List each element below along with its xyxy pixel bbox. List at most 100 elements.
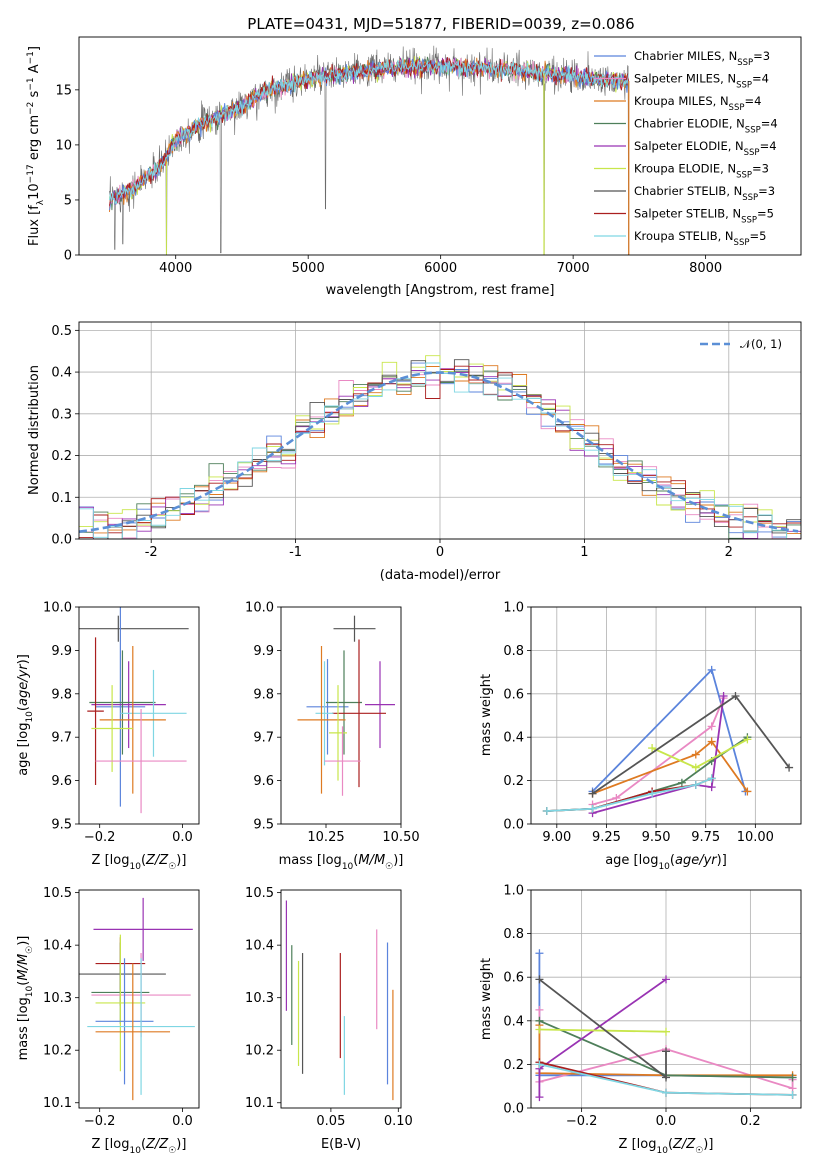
weight-marker — [731, 691, 740, 700]
y-tick-label: 10.1 — [43, 1096, 72, 1111]
age-z-x-label: Z [log10(Z/Z☉)] — [92, 853, 187, 872]
y-tick-label: 1.0 — [503, 884, 524, 899]
plot-area — [285, 900, 394, 1101]
x-tick-label: 0.2 — [740, 1114, 761, 1129]
y-tick-label: 10.0 — [245, 601, 274, 616]
y-tick-label: 0.6 — [503, 971, 524, 986]
plot-area — [79, 355, 801, 539]
x-tick-label: 0 — [436, 545, 444, 560]
weight-line — [592, 695, 725, 814]
weight-line — [591, 668, 747, 793]
weight-marker — [691, 750, 700, 759]
axes-frame — [78, 606, 200, 825]
axes-mass-vs-Z: −0.2 0.0 10.1 10.2 10.3 10.4 10.5 Z [log10(Z/Z☉… — [16, 886, 200, 1156]
x-tick-label: 4000 — [159, 261, 192, 276]
y-tick-label: 10.3 — [245, 991, 274, 1006]
x-tick-label: 8000 — [689, 261, 722, 276]
spectrum-x-label: wavelength [Angstrom, rest frame] — [326, 283, 555, 298]
weight-line — [546, 777, 713, 812]
axes-frame — [78, 36, 802, 256]
weight-z-y-label: mass weight — [479, 958, 494, 1040]
legend-label: 𝒩(0, 1) — [740, 337, 782, 351]
plot-area — [297, 615, 395, 796]
y-tick-label: 0.3 — [51, 407, 72, 422]
weight-marker — [535, 975, 544, 984]
x-tick-label: -1 — [289, 545, 302, 560]
y-tick-label: 10.5 — [245, 886, 274, 901]
x-tick-label: 2 — [725, 545, 733, 560]
x-tick-label: -2 — [145, 545, 158, 560]
x-tick-label: 0.0 — [172, 1114, 193, 1129]
figure-title: PLATE=0431, MJD=51877, FIBERID=0039, z=0… — [247, 15, 634, 33]
weight-marker — [707, 774, 716, 783]
weight-line — [539, 1028, 667, 1033]
weight-marker — [542, 806, 551, 815]
residual-y-label: Normed distribution — [27, 365, 42, 495]
plot-area — [535, 949, 797, 1102]
y-tick-label: 0 — [64, 249, 72, 264]
legend-label: Kroupa MILES, NSSP=4 — [634, 94, 761, 113]
mass-z-y-label: mass [log10(M/M☉)] — [16, 936, 35, 1061]
weight-marker — [743, 787, 752, 796]
weight-marker — [612, 793, 621, 802]
y-tick-label: 9.5 — [51, 818, 72, 833]
weight-marker — [588, 789, 597, 798]
weight-marker — [707, 737, 716, 746]
y-tick-label: 9.7 — [253, 731, 274, 746]
y-tick-label: 9.6 — [51, 774, 72, 789]
x-tick-label: 9.25 — [592, 830, 621, 845]
weight-marker — [785, 763, 794, 772]
weight-marker — [535, 1005, 544, 1014]
axes-mass-vs-ebv: 0.05 0.10 10.1 10.2 10.3 10.4 10.5 E(B-V) — [245, 886, 413, 1152]
weight-marker — [707, 665, 716, 674]
y-tick-label: 15 — [55, 83, 72, 98]
histogram-step — [79, 365, 801, 539]
x-tick-label: 0.05 — [316, 1114, 345, 1129]
axes-weight-vs-Z: −0.2 0.0 0.2 0.0 0.2 0.4 0.6 0.8 1.0 Z [log10(Z/Z… — [479, 884, 802, 1156]
plot-area — [109, 45, 630, 255]
weight-marker — [662, 1088, 670, 1097]
y-tick-label: 9.9 — [253, 644, 274, 659]
weight-marker — [535, 1093, 544, 1102]
weight-marker — [691, 763, 700, 772]
weight-marker — [662, 1073, 670, 1082]
y-tick-label: 10.1 — [245, 1096, 274, 1111]
y-tick-label: 9.8 — [51, 687, 72, 702]
x-tick-label: 0.0 — [656, 1114, 677, 1129]
weight-line — [591, 694, 790, 795]
x-tick-label: −0.2 — [84, 830, 116, 845]
x-tick-label: 10.50 — [382, 830, 419, 845]
weight-age-y-label: mass weight — [479, 674, 494, 756]
x-tick-label: 9.00 — [542, 830, 571, 845]
plot-area — [79, 607, 189, 814]
axes-weight-vs-age: 9.00 9.25 9.50 9.75 10.00 0.0 0.2 0.4 0.6 0.8 1.0 a… — [479, 601, 802, 872]
weight-marker — [691, 780, 700, 789]
legend-label: Salpeter MILES, NSSP=4 — [634, 72, 769, 91]
x-tick-label: 7000 — [557, 261, 590, 276]
y-tick-label: 9.6 — [253, 774, 274, 789]
weight-line — [592, 740, 749, 795]
mass-ebv-x-label: E(B-V) — [321, 1137, 361, 1152]
weight-marker — [535, 949, 544, 958]
y-tick-label: 0.8 — [503, 644, 524, 659]
y-tick-label: 0.8 — [503, 927, 524, 942]
y-tick-label: 9.7 — [51, 731, 72, 746]
spectrum-y-label: Flux [fλ10−17 erg cm−2 s−1 A−1] — [26, 46, 46, 246]
y-tick-label: 10.5 — [43, 886, 72, 901]
axes-spectrum: 4000 5000 6000 7000 8000 0 5 10 15 Chabrier MILES… — [26, 36, 802, 298]
x-tick-label: −0.2 — [566, 1114, 598, 1129]
y-tick-label: 0.6 — [503, 687, 524, 702]
residual-x-label: (data-model)/error — [380, 568, 501, 583]
axes-age-vs-Z: −0.2 0.0 9.5 9.6 9.7 9.8 9.9 10.0 Z [log10(Z/Z☉)… — [16, 601, 200, 872]
y-tick-label: 9.8 — [253, 687, 274, 702]
y-tick-label: 9.9 — [51, 644, 72, 659]
y-tick-label: 10.0 — [43, 601, 72, 616]
y-tick-label: 0.0 — [503, 1102, 524, 1117]
legend-label: Kroupa STELIB, NSSP=5 — [634, 229, 766, 248]
age-z-y-label: age [log10(age/yr)] — [16, 654, 35, 776]
y-tick-label: 10.2 — [43, 1044, 72, 1059]
y-tick-label: 0.2 — [503, 1058, 524, 1073]
axes-frame — [280, 606, 402, 825]
x-tick-label: 10.00 — [737, 830, 774, 845]
